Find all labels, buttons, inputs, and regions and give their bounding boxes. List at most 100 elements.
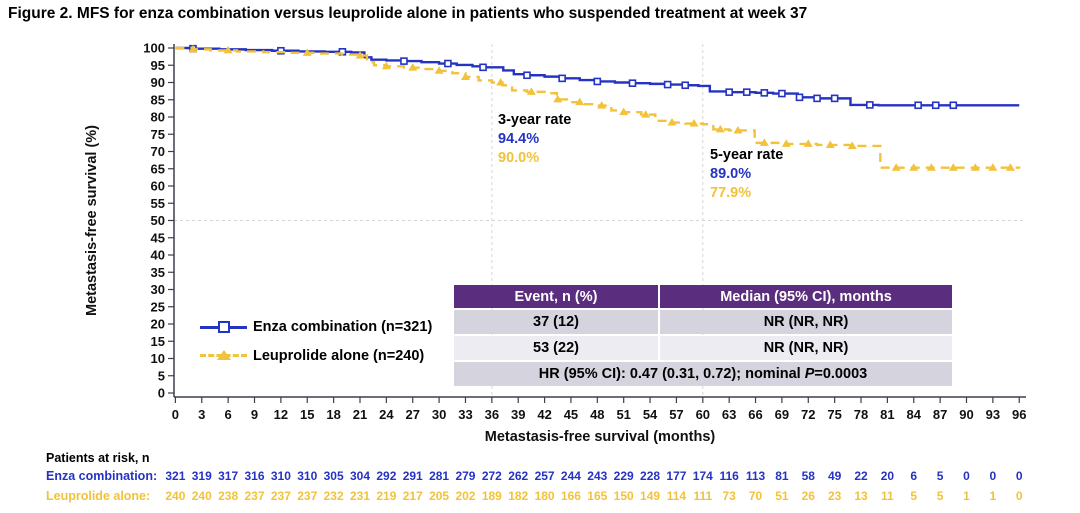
- svg-text:10: 10: [151, 351, 165, 366]
- svg-text:20: 20: [151, 317, 165, 332]
- at-risk-count: 237: [297, 489, 318, 503]
- hr-text: HR (95% CI): 0.47 (0.31, 0.72); nominal: [538, 366, 805, 382]
- at-risk-count: 321: [165, 469, 186, 483]
- at-risk-count: 5: [910, 489, 918, 503]
- summary-header-median: Median (95% CI), months: [660, 285, 952, 308]
- svg-text:90: 90: [959, 407, 973, 422]
- svg-text:15: 15: [151, 334, 165, 349]
- at-risk-count: 205: [429, 489, 450, 503]
- at-risk-count: 244: [560, 469, 581, 483]
- at-risk-label-leuprolide: Leuprolide alone:: [46, 489, 151, 503]
- svg-text:48: 48: [590, 407, 604, 422]
- summary-table: Event, n (%) Median (95% CI), months 37 …: [452, 283, 954, 388]
- at-risk-count: 111: [693, 489, 713, 503]
- annotation-3-year-leuprolide-value: 90.0%: [498, 150, 540, 166]
- at-risk-count: 240: [191, 489, 212, 503]
- svg-text:63: 63: [722, 407, 736, 422]
- at-risk-count: 291: [402, 469, 423, 483]
- at-risk-count: 177: [666, 469, 687, 483]
- summary-table-header-row: Event, n (%) Median (95% CI), months: [454, 285, 952, 308]
- svg-text:40: 40: [151, 248, 165, 263]
- at-risk-count: 116: [719, 469, 739, 483]
- svg-text:54: 54: [643, 407, 658, 422]
- svg-text:85: 85: [151, 92, 165, 107]
- svg-text:Metastasis-free survival (mont: Metastasis-free survival (months): [485, 429, 716, 445]
- svg-text:36: 36: [485, 407, 499, 422]
- svg-text:100: 100: [143, 41, 165, 56]
- svg-text:15: 15: [300, 407, 314, 422]
- at-risk-count: 20: [880, 469, 895, 483]
- svg-text:18: 18: [326, 407, 340, 422]
- enza-square-marker-icon: [218, 321, 230, 333]
- at-risk-count: 0: [963, 469, 970, 483]
- at-risk-count: 58: [801, 469, 815, 483]
- leuprolide-event-cell: 53 (22): [454, 336, 658, 360]
- figure-title: Figure 2. MFS for enza combination versu…: [8, 5, 808, 22]
- at-risk-count: 113: [745, 469, 766, 483]
- leuprolide-median-cell: NR (NR, NR): [660, 336, 952, 360]
- annotation-3-year-enza-value: 94.4%: [498, 131, 540, 147]
- svg-text:90: 90: [151, 75, 165, 90]
- at-risk-count: 81: [775, 469, 789, 483]
- svg-text:25: 25: [151, 299, 165, 314]
- at-risk-count: 310: [297, 469, 318, 483]
- at-risk-count: 217: [402, 489, 423, 503]
- svg-text:6: 6: [225, 407, 232, 422]
- svg-text:5: 5: [158, 368, 165, 383]
- at-risk-count: 0: [1015, 469, 1023, 483]
- svg-text:45: 45: [564, 407, 578, 422]
- svg-text:30: 30: [432, 407, 446, 422]
- at-risk-count: 189: [481, 489, 502, 503]
- at-risk-count: 219: [376, 489, 397, 503]
- at-risk-count: 304: [349, 469, 370, 483]
- at-risk-count: 165: [587, 489, 608, 503]
- svg-text:72: 72: [801, 407, 815, 422]
- svg-text:21: 21: [353, 407, 367, 422]
- at-risk-count: 166: [560, 489, 581, 503]
- at-risk-count: 228: [640, 469, 661, 483]
- hr-p-value: =0.0003: [814, 366, 868, 382]
- at-risk-count: 238: [218, 489, 239, 503]
- at-risk-count: 257: [534, 469, 555, 483]
- legend-label-leuprolide: Leuprolide alone (n=240): [253, 348, 425, 364]
- svg-text:65: 65: [151, 161, 165, 176]
- at-risk-count: 237: [244, 489, 265, 503]
- at-risk-count: 272: [481, 469, 502, 483]
- at-risk-count: 279: [455, 469, 476, 483]
- at-risk-count: 73: [722, 489, 736, 503]
- svg-text:0: 0: [158, 386, 165, 401]
- at-risk-count: 1: [989, 489, 997, 503]
- at-risk-count: 51: [775, 489, 789, 503]
- at-risk-count: 1: [963, 489, 970, 503]
- svg-text:57: 57: [669, 407, 683, 422]
- at-risk-count: 149: [640, 489, 661, 503]
- at-risk-row-leuprolide: Leuprolide alone: 240 240 238 237 237 237 232 2…: [0, 489, 1080, 505]
- at-risk-count: 174: [692, 469, 713, 483]
- at-risk-count: 26: [801, 489, 815, 503]
- svg-text:27: 27: [405, 407, 419, 422]
- at-risk-count: 202: [455, 489, 476, 503]
- at-risk-count: 229: [613, 469, 634, 483]
- svg-text:9: 9: [251, 407, 258, 422]
- at-risk-count: 317: [218, 469, 239, 483]
- at-risk-count: 0: [1015, 489, 1023, 503]
- at-risk-label-enza: Enza combination:: [46, 469, 158, 483]
- svg-text:55: 55: [151, 196, 165, 211]
- svg-text:78: 78: [854, 407, 868, 422]
- at-risk-count: 22: [854, 469, 868, 483]
- at-risk-count: 319: [191, 469, 212, 483]
- at-risk-row-enza: Enza combination: 321 319 317 316 310 310 305 3…: [0, 469, 1080, 485]
- at-risk-count: 316: [244, 469, 265, 483]
- svg-text:0: 0: [172, 407, 179, 422]
- at-risk-count: 13: [854, 489, 868, 503]
- at-risk-count: 49: [827, 469, 842, 483]
- svg-text:81: 81: [880, 407, 894, 422]
- svg-text:50: 50: [151, 213, 165, 228]
- annotation-3-year: 3-year rate 94.4% 90.0%: [498, 111, 571, 168]
- svg-text:75: 75: [151, 127, 165, 142]
- annotation-3-year-label: 3-year rate: [498, 112, 572, 128]
- at-risk-count: 5: [936, 489, 944, 503]
- at-risk-count: 150: [613, 489, 634, 503]
- svg-text:Metastasis-free survival (%): Metastasis-free survival (%): [84, 125, 100, 316]
